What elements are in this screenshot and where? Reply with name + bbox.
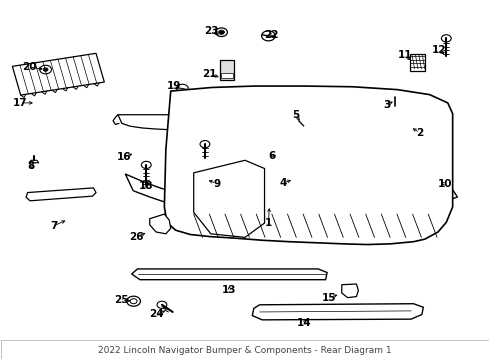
Circle shape — [295, 119, 308, 128]
Text: 21: 21 — [202, 69, 217, 79]
Bar — [220, 73, 233, 78]
Circle shape — [127, 296, 141, 306]
Circle shape — [40, 65, 51, 74]
Polygon shape — [190, 148, 205, 158]
Circle shape — [406, 127, 416, 134]
Text: 23: 23 — [204, 26, 219, 36]
Text: 15: 15 — [322, 293, 336, 303]
Bar — [220, 60, 234, 80]
Text: 26: 26 — [129, 232, 144, 242]
Circle shape — [200, 140, 210, 148]
Text: 9: 9 — [213, 179, 220, 189]
Text: 2: 2 — [416, 128, 423, 138]
Circle shape — [43, 68, 48, 71]
Text: 4: 4 — [279, 178, 287, 188]
Circle shape — [392, 94, 399, 100]
Circle shape — [142, 161, 151, 168]
Text: 1: 1 — [265, 218, 272, 228]
Text: 18: 18 — [139, 181, 153, 192]
Circle shape — [219, 30, 224, 35]
Circle shape — [435, 180, 441, 185]
Polygon shape — [125, 174, 458, 223]
Polygon shape — [26, 188, 96, 201]
Text: 16: 16 — [117, 152, 131, 162]
Text: 14: 14 — [296, 319, 311, 328]
Circle shape — [431, 178, 445, 188]
Circle shape — [176, 118, 186, 126]
Text: 11: 11 — [398, 50, 413, 60]
Polygon shape — [132, 269, 327, 280]
Circle shape — [271, 149, 285, 159]
Polygon shape — [164, 86, 453, 244]
Polygon shape — [342, 284, 358, 298]
Circle shape — [206, 118, 216, 126]
Text: 2022 Lincoln Navigator Bumper & Components - Rear Diagram 1: 2022 Lincoln Navigator Bumper & Componen… — [98, 346, 392, 355]
Text: 7: 7 — [50, 221, 57, 231]
Text: 24: 24 — [149, 310, 163, 319]
Polygon shape — [401, 125, 422, 137]
Polygon shape — [393, 104, 398, 108]
Circle shape — [275, 152, 282, 157]
Polygon shape — [252, 304, 423, 320]
Text: 25: 25 — [115, 295, 129, 305]
Text: 8: 8 — [27, 161, 35, 171]
Circle shape — [441, 35, 451, 42]
Circle shape — [157, 301, 167, 309]
Circle shape — [130, 299, 137, 304]
Polygon shape — [150, 214, 171, 234]
Text: 13: 13 — [222, 285, 237, 296]
Text: 19: 19 — [167, 81, 181, 91]
Text: 10: 10 — [438, 179, 453, 189]
Polygon shape — [29, 160, 39, 163]
Text: 17: 17 — [13, 98, 27, 108]
Circle shape — [176, 84, 188, 93]
Polygon shape — [12, 53, 104, 95]
Polygon shape — [194, 160, 265, 237]
Polygon shape — [292, 166, 304, 185]
Circle shape — [262, 31, 275, 41]
Text: 5: 5 — [293, 111, 300, 121]
Polygon shape — [118, 115, 229, 131]
Text: 3: 3 — [383, 100, 391, 110]
Text: 12: 12 — [432, 45, 447, 55]
Text: 20: 20 — [22, 62, 36, 72]
Text: 22: 22 — [265, 30, 279, 40]
Circle shape — [216, 28, 227, 37]
Circle shape — [191, 118, 201, 126]
Text: 6: 6 — [268, 150, 275, 161]
Polygon shape — [410, 54, 425, 71]
